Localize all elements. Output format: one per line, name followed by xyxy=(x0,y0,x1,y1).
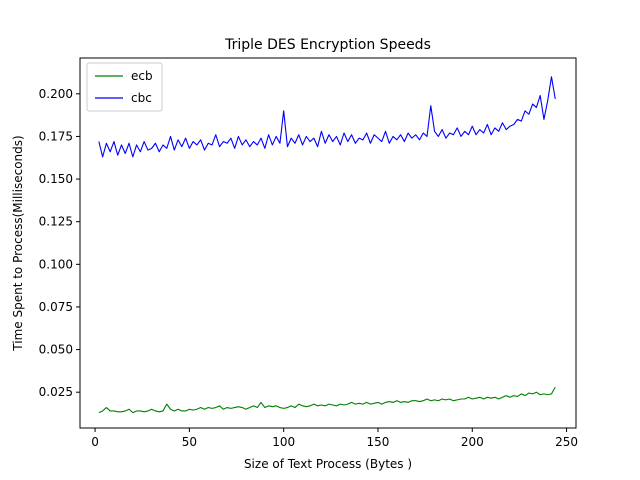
x-tick-label: 0 xyxy=(91,435,99,449)
y-tick-label: 0.125 xyxy=(39,215,73,229)
x-tick-label: 250 xyxy=(555,435,578,449)
y-tick-label: 0.075 xyxy=(39,300,73,314)
y-tick-label: 0.050 xyxy=(39,343,73,357)
x-tick-label: 200 xyxy=(461,435,484,449)
y-tick-label: 0.175 xyxy=(39,129,73,143)
plot-frame xyxy=(79,57,577,429)
legend: ecb cbc xyxy=(86,62,163,112)
series-layer xyxy=(98,76,556,414)
legend-cbc-label: cbc xyxy=(131,91,152,105)
x-axis-label: Size of Text Process (Bytes ) xyxy=(244,457,412,471)
legend-box xyxy=(86,62,163,112)
y-tick-label: 0.200 xyxy=(39,87,73,101)
series-line-ecb xyxy=(98,386,556,414)
x-tick-label: 50 xyxy=(182,435,197,449)
legend-ecb-label: ecb xyxy=(131,69,153,83)
chart-title: Triple DES Encryption Speeds xyxy=(224,37,431,53)
y-axis: 0.025 0.050 0.075 0.100 0.125 0.150 0.175 0.200 xyxy=(39,87,80,399)
x-tick-label: 150 xyxy=(367,435,390,449)
y-tick-label: 0.025 xyxy=(39,385,73,399)
y-axis-label: Time Spent to Process(Milliseconds) xyxy=(11,135,25,351)
x-axis: 0 50 100 150 200 250 xyxy=(91,428,578,449)
x-tick-label: 100 xyxy=(272,435,295,449)
y-tick-label: 0.150 xyxy=(39,172,73,186)
series-line-cbc xyxy=(98,76,556,158)
y-tick-label: 0.100 xyxy=(39,257,73,271)
